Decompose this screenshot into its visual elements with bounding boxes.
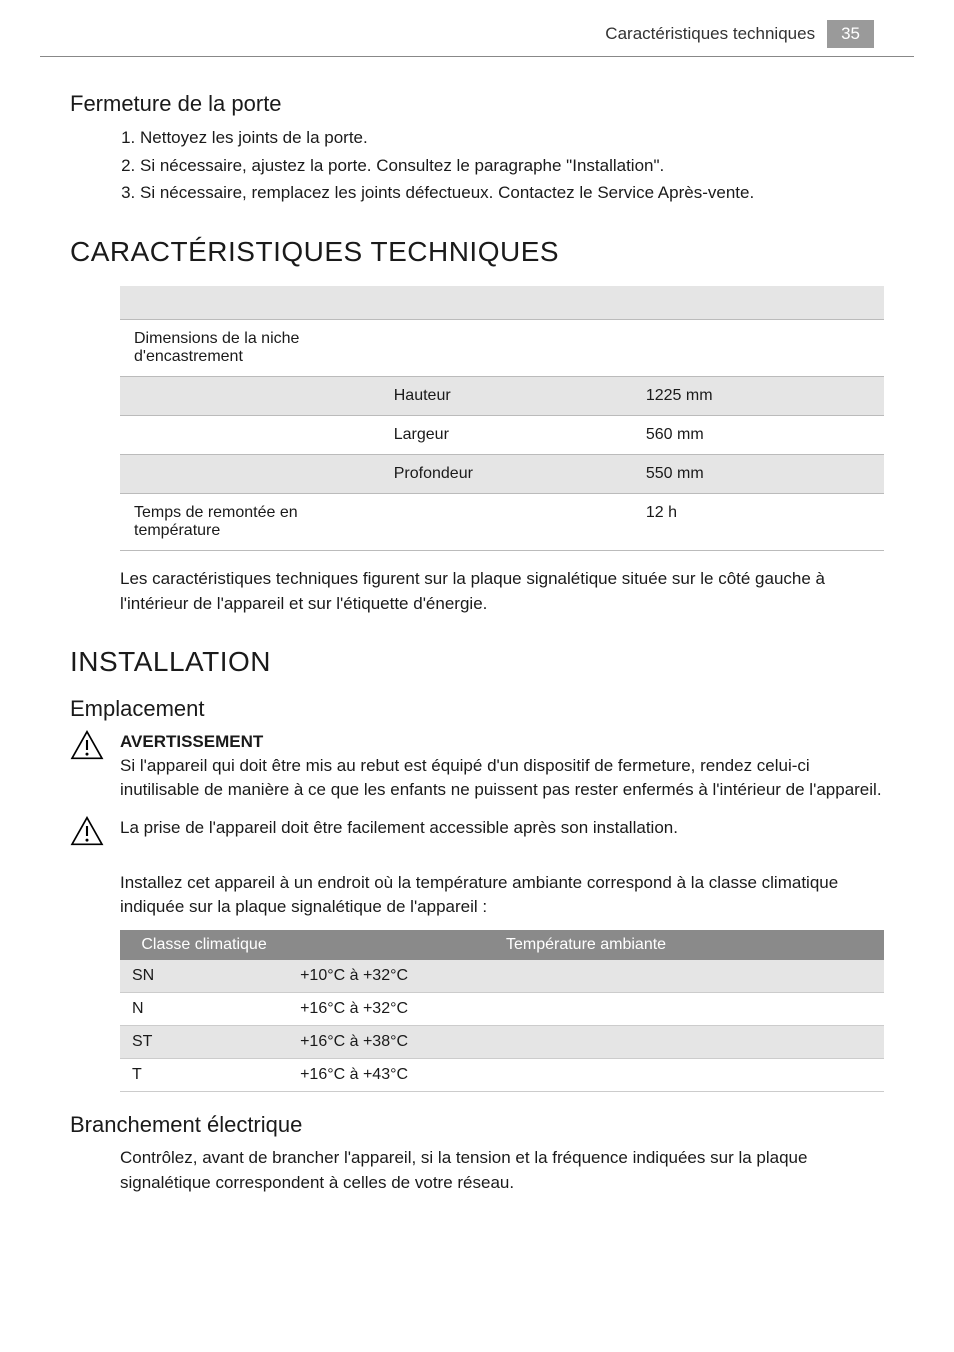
table-cell: 12 h bbox=[632, 494, 884, 551]
table-row: SN +10°C à +32°C bbox=[120, 960, 884, 993]
table-cell bbox=[120, 455, 380, 494]
table-cell: 550 mm bbox=[632, 455, 884, 494]
list-item: Si nécessaire, ajustez la porte. Consult… bbox=[140, 153, 884, 179]
table-row: Largeur 560 mm bbox=[120, 416, 884, 455]
table-row bbox=[120, 286, 884, 320]
table-row: ST +16°C à +38°C bbox=[120, 1025, 884, 1058]
emplacement-title: Emplacement bbox=[70, 696, 884, 722]
list-item: Si nécessaire, remplacez les joints défe… bbox=[140, 180, 884, 206]
table-row: Hauteur 1225 mm bbox=[120, 377, 884, 416]
table-cell: +16°C à +43°C bbox=[288, 1058, 884, 1091]
page-header: Caractéristiques techniques 35 bbox=[40, 0, 914, 57]
branchement-title: Branchement électrique bbox=[70, 1112, 884, 1138]
warning-icon bbox=[70, 730, 110, 765]
caution-block: La prise de l'appareil doit être facilem… bbox=[70, 816, 884, 851]
table-cell bbox=[380, 494, 632, 551]
installation-title: INSTALLATION bbox=[70, 646, 884, 678]
table-cell: Profondeur bbox=[380, 455, 632, 494]
table-cell: ST bbox=[120, 1025, 288, 1058]
table-header: Température ambiante bbox=[288, 930, 884, 960]
table-cell: T bbox=[120, 1058, 288, 1091]
table-cell bbox=[632, 320, 884, 377]
warning-block: AVERTISSEMENT Si l'appareil qui doit êtr… bbox=[70, 730, 884, 801]
table-cell: +16°C à +38°C bbox=[288, 1025, 884, 1058]
installation-body: Installez cet appareil à un endroit où l… bbox=[120, 871, 884, 920]
table-cell: Hauteur bbox=[380, 377, 632, 416]
table-cell: 560 mm bbox=[632, 416, 884, 455]
warning-title: AVERTISSEMENT bbox=[120, 730, 884, 754]
table-cell: N bbox=[120, 992, 288, 1025]
branchement-body: Contrôlez, avant de brancher l'appareil,… bbox=[120, 1146, 884, 1195]
table-header-row: Classe climatique Température ambiante bbox=[120, 930, 884, 960]
table-cell: 1225 mm bbox=[632, 377, 884, 416]
header-section-label: Caractéristiques techniques bbox=[605, 24, 815, 44]
specifications-table: Dimensions de la niche d'encastrement Ha… bbox=[120, 286, 884, 552]
warning-body: Si l'appareil qui doit être mis au rebut… bbox=[120, 754, 884, 802]
page-content: Fermeture de la porte Nettoyez les joint… bbox=[0, 57, 954, 1245]
table-row: N +16°C à +32°C bbox=[120, 992, 884, 1025]
climate-table: Classe climatique Température ambiante S… bbox=[120, 930, 884, 1092]
table-row: Profondeur 550 mm bbox=[120, 455, 884, 494]
page-number-badge: 35 bbox=[827, 20, 874, 48]
table-cell: +10°C à +32°C bbox=[288, 960, 884, 993]
caracteristiques-title: CARACTÉRISTIQUES TECHNIQUES bbox=[70, 236, 884, 268]
table-cell bbox=[380, 320, 632, 377]
table-cell bbox=[120, 377, 380, 416]
fermeture-title: Fermeture de la porte bbox=[70, 91, 884, 117]
table-cell: Dimensions de la niche d'encastrement bbox=[120, 320, 380, 377]
list-item: Nettoyez les joints de la porte. bbox=[140, 125, 884, 151]
table-cell: +16°C à +32°C bbox=[288, 992, 884, 1025]
table-cell bbox=[120, 416, 380, 455]
warning-content: AVERTISSEMENT Si l'appareil qui doit êtr… bbox=[120, 730, 884, 801]
caution-body: La prise de l'appareil doit être facilem… bbox=[120, 816, 884, 840]
table-cell: Temps de remontée en température bbox=[120, 494, 380, 551]
table-row: T +16°C à +43°C bbox=[120, 1058, 884, 1091]
caracteristiques-footer: Les caractéristiques techniques figurent… bbox=[120, 567, 884, 616]
caution-content: La prise de l'appareil doit être facilem… bbox=[120, 816, 884, 840]
table-row: Temps de remontée en température 12 h bbox=[120, 494, 884, 551]
table-cell: SN bbox=[120, 960, 288, 993]
table-cell: Largeur bbox=[380, 416, 632, 455]
fermeture-list: Nettoyez les joints de la porte. Si néce… bbox=[140, 125, 884, 206]
table-header: Classe climatique bbox=[120, 930, 288, 960]
caution-icon bbox=[70, 816, 110, 851]
table-row: Dimensions de la niche d'encastrement bbox=[120, 320, 884, 377]
